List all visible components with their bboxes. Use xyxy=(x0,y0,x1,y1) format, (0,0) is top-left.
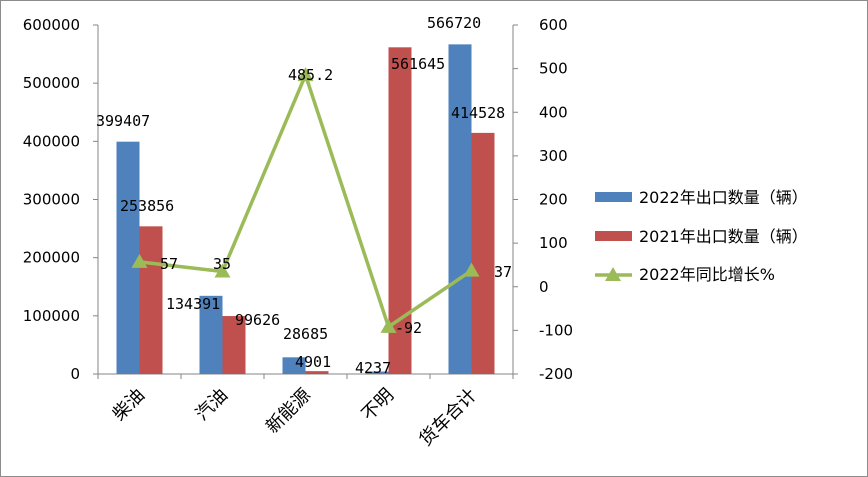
bar-2021 xyxy=(305,371,329,374)
right-tick-label: -100 xyxy=(539,321,573,339)
bar-2022 xyxy=(282,357,306,374)
data-label-2022: 399407 xyxy=(96,112,150,130)
data-label-2022: 566720 xyxy=(427,14,481,32)
bar-2022 xyxy=(365,371,389,374)
data-label-2022: 28685 xyxy=(283,325,328,343)
category-label: 柴油 xyxy=(109,385,149,425)
left-tick-label: 300000 xyxy=(23,191,80,209)
right-tick-label: 500 xyxy=(539,60,568,78)
data-label-growth: 37 xyxy=(494,263,512,281)
bars xyxy=(116,44,495,375)
bar-2021 xyxy=(471,132,495,374)
category-label: 新能源 xyxy=(262,385,315,438)
growth-marker xyxy=(131,253,148,268)
growth-marker xyxy=(463,262,480,277)
growth-marker xyxy=(380,318,397,333)
growth-marker xyxy=(297,67,314,82)
data-label-growth: 35 xyxy=(213,255,231,273)
left-tick-label: 400000 xyxy=(23,132,80,150)
data-label-2022: 134391 xyxy=(166,295,220,313)
data-label-growth: 485.2 xyxy=(288,66,333,84)
category-label: 不明 xyxy=(358,385,398,425)
legend: 2022年出口数量（辆） 2021年出口数量（辆） 2022年同比增长% xyxy=(595,188,808,284)
category-label: 货车合计 xyxy=(415,385,481,451)
data-label-2022: 4237 xyxy=(355,359,391,377)
bar-2022 xyxy=(448,44,472,374)
legend-swatch xyxy=(595,192,632,202)
data-label-2021: 99626 xyxy=(235,311,280,329)
right-tick-label: 200 xyxy=(539,191,568,209)
legend-label: 2022年同比增长% xyxy=(639,265,775,284)
data-label-growth: 57 xyxy=(160,255,178,273)
bar-2021 xyxy=(388,47,412,375)
right-tick-label: 0 xyxy=(539,278,549,296)
right-tick-label: -200 xyxy=(539,365,573,383)
right-tick-label: 100 xyxy=(539,234,568,252)
data-label-growth: -92 xyxy=(395,319,422,337)
bar-2022 xyxy=(199,295,223,374)
growth-line xyxy=(131,67,480,333)
right-tick-label: 300 xyxy=(539,147,568,165)
legend-label: 2021年出口数量（辆） xyxy=(639,227,808,246)
data-label-2021: 4901 xyxy=(295,353,331,371)
category-label: 汽油 xyxy=(192,385,232,425)
left-tick-label: 200000 xyxy=(23,249,80,267)
data-label-2021: 561645 xyxy=(391,55,445,73)
growth-marker xyxy=(214,263,231,278)
legend-swatch xyxy=(595,231,632,241)
data-label-2021: 414528 xyxy=(451,104,505,122)
data-label-2021: 253856 xyxy=(120,197,174,215)
left-tick-label: 600000 xyxy=(23,16,80,34)
data-labels: 399407 134391 28685 4237 566720 253856 99626 49… xyxy=(96,14,512,377)
right-tick-label: 400 xyxy=(539,103,568,121)
left-tick-label: 100000 xyxy=(23,307,80,325)
legend-label: 2022年出口数量（辆） xyxy=(639,188,808,207)
legend-marker xyxy=(605,267,621,281)
right-tick-label: 600 xyxy=(539,16,568,34)
bar-2021 xyxy=(222,316,246,374)
growth-line-path xyxy=(139,73,473,329)
left-tick-label: 0 xyxy=(70,365,80,383)
left-tick-label: 500000 xyxy=(23,74,80,92)
bar-2021 xyxy=(139,226,163,374)
bar-2022 xyxy=(116,141,140,374)
